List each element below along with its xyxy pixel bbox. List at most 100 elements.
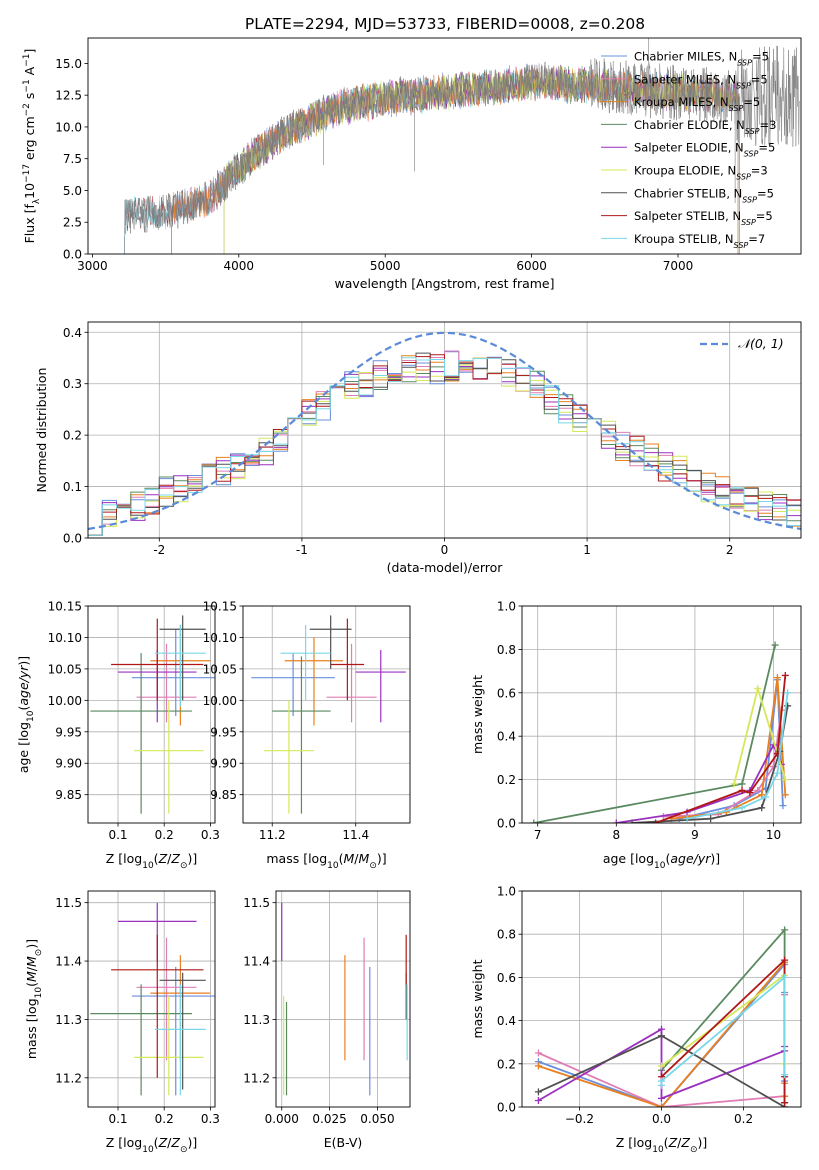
- x-tick-label: 0.2: [155, 828, 174, 842]
- legend-label: Chabrier STELIB, NSSP=5: [634, 186, 774, 204]
- y-tick-label: 0.4: [497, 1014, 516, 1028]
- normal-curve: [88, 331, 801, 531]
- x-tick-label: 0: [441, 543, 449, 557]
- weight-marker: [773, 769, 781, 777]
- weight-marker: [658, 1077, 665, 1085]
- y-tick-label: 2.5: [63, 216, 82, 230]
- legend-label: Kroupa ELODIE, NSSP=3: [634, 164, 768, 182]
- y-tick-label: 1.0: [497, 885, 516, 899]
- axes-frame: [87, 605, 216, 824]
- weight-marker: [707, 815, 715, 823]
- weight-marker: [781, 956, 789, 964]
- weight-marker: [781, 791, 789, 799]
- residuals-axes: -2 -1 0 1 2 0.0 0.1 0.2 0.3 0.4 (data-model)/error…: [34, 321, 802, 575]
- x-tick-label: 2: [726, 543, 734, 557]
- frame: −0.2 0.0 0.2 0.0 0.2 0.4 0.6 0.8 1.0 mass weight Z…: [470, 885, 802, 1155]
- y-tick-label: 1.0: [497, 600, 516, 614]
- weight-marker: [738, 780, 746, 788]
- weight-marker: [781, 1099, 789, 1107]
- x-tick-label: 11.4: [342, 828, 369, 842]
- y-tick-label: 0.6: [497, 971, 516, 985]
- x-tick-label: 8: [612, 828, 620, 842]
- x-axis-label: Z [log10(Z/Z⊙)]: [616, 1135, 708, 1155]
- y-tick-label: 10.00: [48, 694, 82, 708]
- weight-marker: [762, 793, 770, 801]
- x-tick-label: 0.2: [155, 1112, 174, 1126]
- plot-area: [88, 331, 801, 538]
- weight-marker: [758, 804, 766, 812]
- x-axis-label: mass [log10(M/M⊙)]: [266, 851, 386, 871]
- axes-frame: [87, 37, 802, 255]
- legend-label: Salpeter MILES, NSSP=5: [634, 72, 768, 90]
- y-tick-label: 0.6: [497, 686, 516, 700]
- x-tick-label: 11.2: [259, 828, 286, 842]
- x-axis-label: age [log10(age/yr)]: [603, 851, 720, 871]
- y-tick-label: 11.5: [55, 896, 82, 910]
- legend-label: Kroupa MILES, NSSP=5: [634, 95, 760, 113]
- weight-marker: [781, 1071, 789, 1079]
- y-tick-label: 10.10: [203, 631, 237, 645]
- observed-spectrum-line: [124, 45, 800, 234]
- weight-marker: [683, 815, 691, 823]
- y-tick-label: 0.1: [63, 480, 82, 494]
- frame: 0.1 0.2 0.3 9.85 9.90 9.95 10.00 10.05 10.10 10.1…: [16, 600, 220, 872]
- plot-area: [281, 902, 408, 1096]
- y-tick-label: 0.0: [63, 532, 82, 546]
- x-tick-label: 4000: [224, 259, 255, 273]
- y-tick-label: 11.5: [243, 896, 270, 910]
- weight-marker: [781, 973, 789, 981]
- y-tick-label: 0.4: [63, 326, 82, 340]
- weight-marker: [779, 802, 787, 810]
- weight-vs-Z-axes: −0.2 0.0 0.2 0.0 0.2 0.4 0.6 0.8 1.0 mass weight Z…: [470, 885, 802, 1155]
- plot-area: [534, 926, 789, 1107]
- x-axis-label: wavelength [Angstrom, rest frame]: [334, 276, 554, 291]
- weight-marker: [652, 819, 660, 823]
- weight-marker: [658, 1103, 665, 1107]
- x-axis-label: (data-model)/error: [387, 560, 504, 575]
- axes-frame: [87, 321, 802, 539]
- y-axis-label: Normed distribution: [34, 368, 49, 493]
- weight-marker: [746, 789, 754, 797]
- weight-marker: [784, 689, 792, 697]
- x-tick-label: 0.3: [201, 828, 220, 842]
- y-tick-label: 11.2: [55, 1071, 82, 1085]
- y-tick-label: 10.0: [55, 120, 82, 134]
- y-tick-label: 15.0: [55, 57, 82, 71]
- y-tick-label: 10.05: [203, 662, 237, 676]
- weight-marker: [771, 641, 779, 649]
- x-tick-label: 7: [534, 828, 542, 842]
- weight-marker: [534, 1062, 542, 1070]
- weight-marker: [530, 819, 538, 823]
- weight-marker: [534, 1049, 542, 1057]
- plot-area: [251, 615, 406, 814]
- x-tick-label: 6000: [516, 259, 547, 273]
- weight-marker: [534, 1088, 542, 1096]
- x-tick-label: 0.025: [312, 1112, 346, 1126]
- weight-marker: [754, 786, 762, 794]
- spectrum-axes: 3000 4000 5000 6000 7000 0.0 2.5 5.0 7.5 10.0 12.5…: [22, 37, 802, 291]
- y-tick-label: 0.0: [497, 817, 516, 831]
- frame: 11.2 11.4 9.85 9.90 9.95 10.00 10.05 10.10 10.15…: [203, 600, 411, 871]
- grid: [88, 891, 215, 1107]
- weight-marker: [781, 926, 789, 934]
- y-tick-label: 0.2: [63, 429, 82, 443]
- weight-marker: [658, 1062, 665, 1070]
- frame: 0.000 0.025 0.050 11.2 11.3 11.4 11.5 E(B-V): [243, 890, 411, 1150]
- y-tick-label: 10.10: [48, 631, 82, 645]
- axes-frame: [242, 605, 411, 824]
- y-tick-label: 11.4: [55, 955, 82, 969]
- legend-label: Salpeter ELODIE, NSSP=5: [634, 141, 775, 159]
- y-tick-label: 9.85: [210, 788, 237, 802]
- y-tick-label: 11.3: [243, 1013, 270, 1027]
- y-tick-label: 0.4: [497, 730, 516, 744]
- weight-marker: [754, 684, 762, 692]
- weight-marker: [628, 819, 636, 823]
- y-tick-label: 9.85: [55, 788, 82, 802]
- x-axis-label: E(B-V): [324, 1135, 363, 1150]
- weight-vs-age-axes: 7 8 9 10 0.0 0.2 0.4 0.6 0.8 1.0 mass weight age [l…: [470, 600, 802, 871]
- axes-frame: [275, 890, 411, 1108]
- mass-vs-ebv-axes: 0.000 0.025 0.050 11.2 11.3 11.4 11.5 E(B-V): [243, 890, 411, 1150]
- grid: [276, 891, 410, 1107]
- legend-label: Chabrier ELODIE, NSSP=3: [634, 118, 776, 136]
